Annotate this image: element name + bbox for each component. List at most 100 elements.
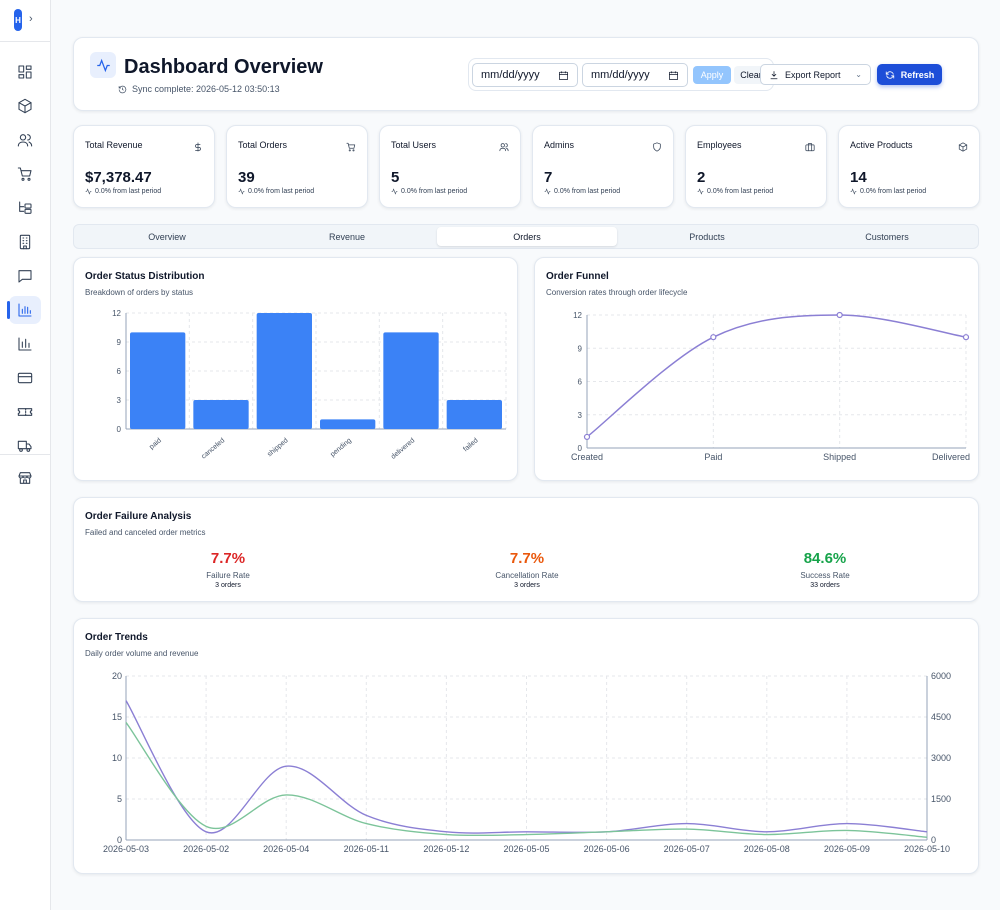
x-tick-label: 2026-05-12 — [423, 844, 469, 854]
sidebar-divider — [0, 454, 51, 455]
stat-value: 7 — [544, 169, 553, 186]
sidebar-item-buildings[interactable] — [9, 228, 41, 256]
sidebar-item-messages[interactable] — [9, 262, 41, 290]
users-icon — [499, 139, 509, 152]
tab-overview[interactable]: Overview — [148, 231, 186, 242]
panel-title: Order Status Distribution — [85, 271, 205, 282]
page-title: Dashboard Overview — [124, 56, 323, 78]
stat-change: 0.0% from last period — [697, 188, 773, 195]
sidebar-item-payments[interactable] — [9, 364, 41, 392]
order-status-chart: 0 3 6 9 12 paid canceled shipped pending delivere… — [112, 309, 507, 461]
panel-title: Order Funnel — [546, 271, 609, 282]
sidebar-item-users[interactable] — [9, 126, 41, 154]
sidebar-item-tickets[interactable] — [9, 398, 41, 426]
calendar-icon[interactable] — [558, 70, 569, 81]
stat-label: Total Orders — [238, 140, 288, 150]
sidebar-item-reports[interactable] — [9, 330, 41, 358]
sidebar-item-products[interactable] — [9, 92, 41, 120]
date-from-input[interactable]: mm/dd/yyyy — [472, 63, 578, 87]
y-tick-label-right: 4500 — [931, 712, 951, 722]
activity-icon — [544, 188, 551, 195]
date-to-placeholder: mm/dd/yyyy — [591, 69, 650, 81]
date-to-input[interactable]: mm/dd/yyyy — [582, 63, 688, 87]
panel-title: Order Failure Analysis — [85, 511, 192, 522]
date-range-filter: mm/dd/yyyy mm/dd/yyyy Apply Clear — [468, 58, 774, 91]
y-tick-label-right: 1500 — [931, 794, 951, 804]
metric-label: Failure Rate — [206, 571, 250, 580]
sidebar-item-store[interactable] — [9, 464, 41, 492]
stat-label: Total Users — [391, 140, 437, 150]
y-tick-label: 3 — [578, 411, 583, 420]
y-tick-label: 3 — [117, 396, 122, 405]
building-icon — [19, 234, 31, 250]
stat-change-text: 0.0% from last period — [860, 188, 927, 195]
x-tick-label: delivered — [390, 437, 416, 461]
y-tick-label: 6 — [117, 367, 122, 376]
metric-value: 7.7% — [509, 550, 545, 567]
stat-change-text: 0.0% from last period — [248, 188, 315, 195]
tab-revenue[interactable]: Revenue — [328, 231, 366, 242]
sidebar-divider — [0, 41, 51, 42]
data-point — [962, 334, 970, 341]
stat-card-employees: Employees 2 0.0% from last period — [685, 125, 827, 208]
tab-customers[interactable]: Customers — [865, 231, 909, 242]
sidebar-item-dashboard[interactable] — [9, 58, 41, 86]
stat-change-text: 0.0% from last period — [95, 188, 162, 195]
clear-button[interactable]: Clear — [734, 66, 768, 84]
failure-rate-metric: 7.7% Failure Rate 3 orders — [138, 550, 318, 589]
tab-bar: Overview Revenue Orders Products Custome… — [73, 224, 979, 249]
export-report-button[interactable]: Export Report ⌄ — [760, 64, 871, 85]
package-icon — [958, 139, 968, 152]
panel-title: Order Trends — [85, 632, 148, 643]
y-tick-label: 0 — [578, 444, 583, 453]
stat-label: Admins — [544, 140, 575, 150]
y-tick-label: 12 — [112, 309, 121, 318]
metric-value: 84.6% — [803, 550, 847, 567]
metric-label: Cancellation Rate — [495, 571, 559, 580]
sidebar: H › — [0, 0, 51, 910]
message-square-icon — [18, 270, 32, 283]
stat-value: $7,378.47 — [85, 169, 152, 186]
stat-change: 0.0% from last period — [850, 188, 926, 195]
sidebar-item-analytics[interactable] — [7, 296, 41, 324]
bar — [130, 332, 186, 429]
tab-products[interactable]: Products — [689, 231, 725, 242]
sidebar-expand-icon[interactable]: › — [29, 13, 33, 25]
metric-count: 33 orders — [810, 582, 840, 589]
activity-icon — [391, 188, 398, 195]
order-trends-panel: Order Trends Daily order volume and reve… — [73, 618, 979, 874]
apply-button[interactable]: Apply — [693, 66, 731, 84]
metric-count: 3 orders — [215, 582, 241, 589]
sidebar-item-categories[interactable] — [9, 194, 41, 222]
calendar-icon[interactable] — [668, 70, 679, 81]
date-from-placeholder: mm/dd/yyyy — [481, 69, 540, 81]
x-tick-label: Delivered — [932, 452, 970, 462]
stat-card-total-orders: Total Orders 39 0.0% from last period — [226, 125, 368, 208]
data-point — [710, 334, 717, 341]
panel-subtitle: Daily order volume and revenue — [85, 649, 199, 658]
package-icon — [18, 98, 32, 114]
order-failure-panel: Order Failure Analysis Failed and cancel… — [73, 497, 979, 602]
x-tick-label: 2026-05-07 — [664, 844, 710, 854]
stat-value: 2 — [697, 169, 706, 186]
briefcase-icon — [805, 139, 815, 152]
metric-value: 7.7% — [210, 550, 246, 567]
series-line — [125, 700, 928, 834]
bar — [193, 400, 249, 429]
panel-subtitle: Conversion rates through order lifecycle — [546, 288, 688, 297]
app-logo[interactable]: H — [14, 9, 22, 31]
x-tick-label: 2026-05-08 — [744, 844, 790, 854]
history-icon — [118, 85, 127, 93]
tab-orders[interactable]: Orders — [437, 227, 617, 246]
sidebar-item-cart[interactable] — [9, 160, 41, 188]
activity-icon — [697, 188, 704, 195]
y-tick-label-left: 5 — [117, 794, 122, 804]
refresh-button[interactable]: Refresh — [877, 64, 942, 85]
metric-label: Success Rate — [800, 571, 850, 580]
main-content: Dashboard Overview Sync complete: 2026-0… — [51, 0, 1000, 910]
sidebar-item-shipping[interactable] — [9, 432, 41, 460]
stat-change: 0.0% from last period — [85, 188, 161, 195]
refresh-icon — [885, 70, 894, 79]
stat-change: 0.0% from last period — [238, 188, 314, 195]
x-tick-label: 2026-05-11 — [344, 844, 389, 854]
